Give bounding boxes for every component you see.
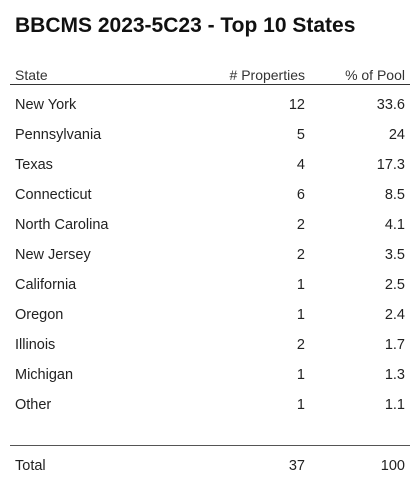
cell-properties: 12 [288, 97, 305, 113]
column-header-state: State [15, 67, 48, 83]
cell-properties: 2 [296, 247, 305, 263]
cell-pool: 2.4 [384, 307, 405, 323]
cell-pool: 8.5 [384, 187, 405, 203]
cell-state: Michigan [15, 367, 74, 383]
table-row: Connecticut 6 8.5 [0, 181, 420, 211]
table-row: Texas 4 17.3 [0, 151, 420, 181]
cell-properties: 6 [296, 187, 305, 203]
cell-pool: 3.5 [384, 247, 405, 263]
total-divider [10, 445, 410, 446]
cell-state: Other [15, 397, 52, 413]
table-row: New Jersey 2 3.5 [0, 241, 420, 271]
total-pool: 100 [380, 458, 405, 474]
column-header-properties: # Properties [229, 67, 305, 83]
cell-state: California [15, 277, 77, 293]
cell-state: New Jersey [15, 247, 91, 263]
cell-properties: 1 [296, 307, 305, 323]
table-row: Other 1 1.1 [0, 391, 420, 421]
cell-pool: 33.6 [376, 97, 405, 113]
cell-state: Illinois [15, 337, 56, 353]
cell-properties: 1 [296, 367, 305, 383]
cell-pool: 1.1 [384, 397, 405, 413]
cell-pool: 1.3 [384, 367, 405, 383]
column-header-pool: % of Pool [345, 67, 405, 83]
cell-properties: 4 [296, 157, 305, 173]
cell-properties: 1 [296, 397, 305, 413]
cell-state: North Carolina [15, 217, 109, 233]
cell-pool: 17.3 [376, 157, 405, 173]
cell-pool: 4.1 [384, 217, 405, 233]
table-row: New York 12 33.6 [0, 91, 420, 121]
cell-state: Connecticut [15, 187, 92, 203]
table-row: North Carolina 2 4.1 [0, 211, 420, 241]
cell-properties: 2 [296, 337, 305, 353]
table-body: New York 12 33.6 Pennsylvania 5 24 Texas… [0, 91, 420, 421]
page-title: BBCMS 2023-5C23 - Top 10 States [15, 14, 356, 37]
cell-state: Texas [15, 157, 53, 173]
table-row: Oregon 1 2.4 [0, 301, 420, 331]
table-row: Pennsylvania 5 24 [0, 121, 420, 151]
header-divider [10, 84, 410, 85]
cell-properties: 5 [296, 127, 305, 143]
cell-pool: 24 [388, 127, 405, 143]
total-row: Total 37 100 [0, 452, 420, 482]
table-row: Illinois 2 1.7 [0, 331, 420, 361]
cell-pool: 1.7 [384, 337, 405, 353]
total-properties: 37 [288, 458, 305, 474]
cell-state: New York [15, 97, 77, 113]
cell-state: Oregon [15, 307, 64, 323]
cell-properties: 2 [296, 217, 305, 233]
table-row: Michigan 1 1.3 [0, 361, 420, 391]
cell-state: Pennsylvania [15, 127, 102, 143]
cell-properties: 1 [296, 277, 305, 293]
total-label: Total [15, 458, 46, 474]
table-row: California 1 2.5 [0, 271, 420, 301]
cell-pool: 2.5 [384, 277, 405, 293]
